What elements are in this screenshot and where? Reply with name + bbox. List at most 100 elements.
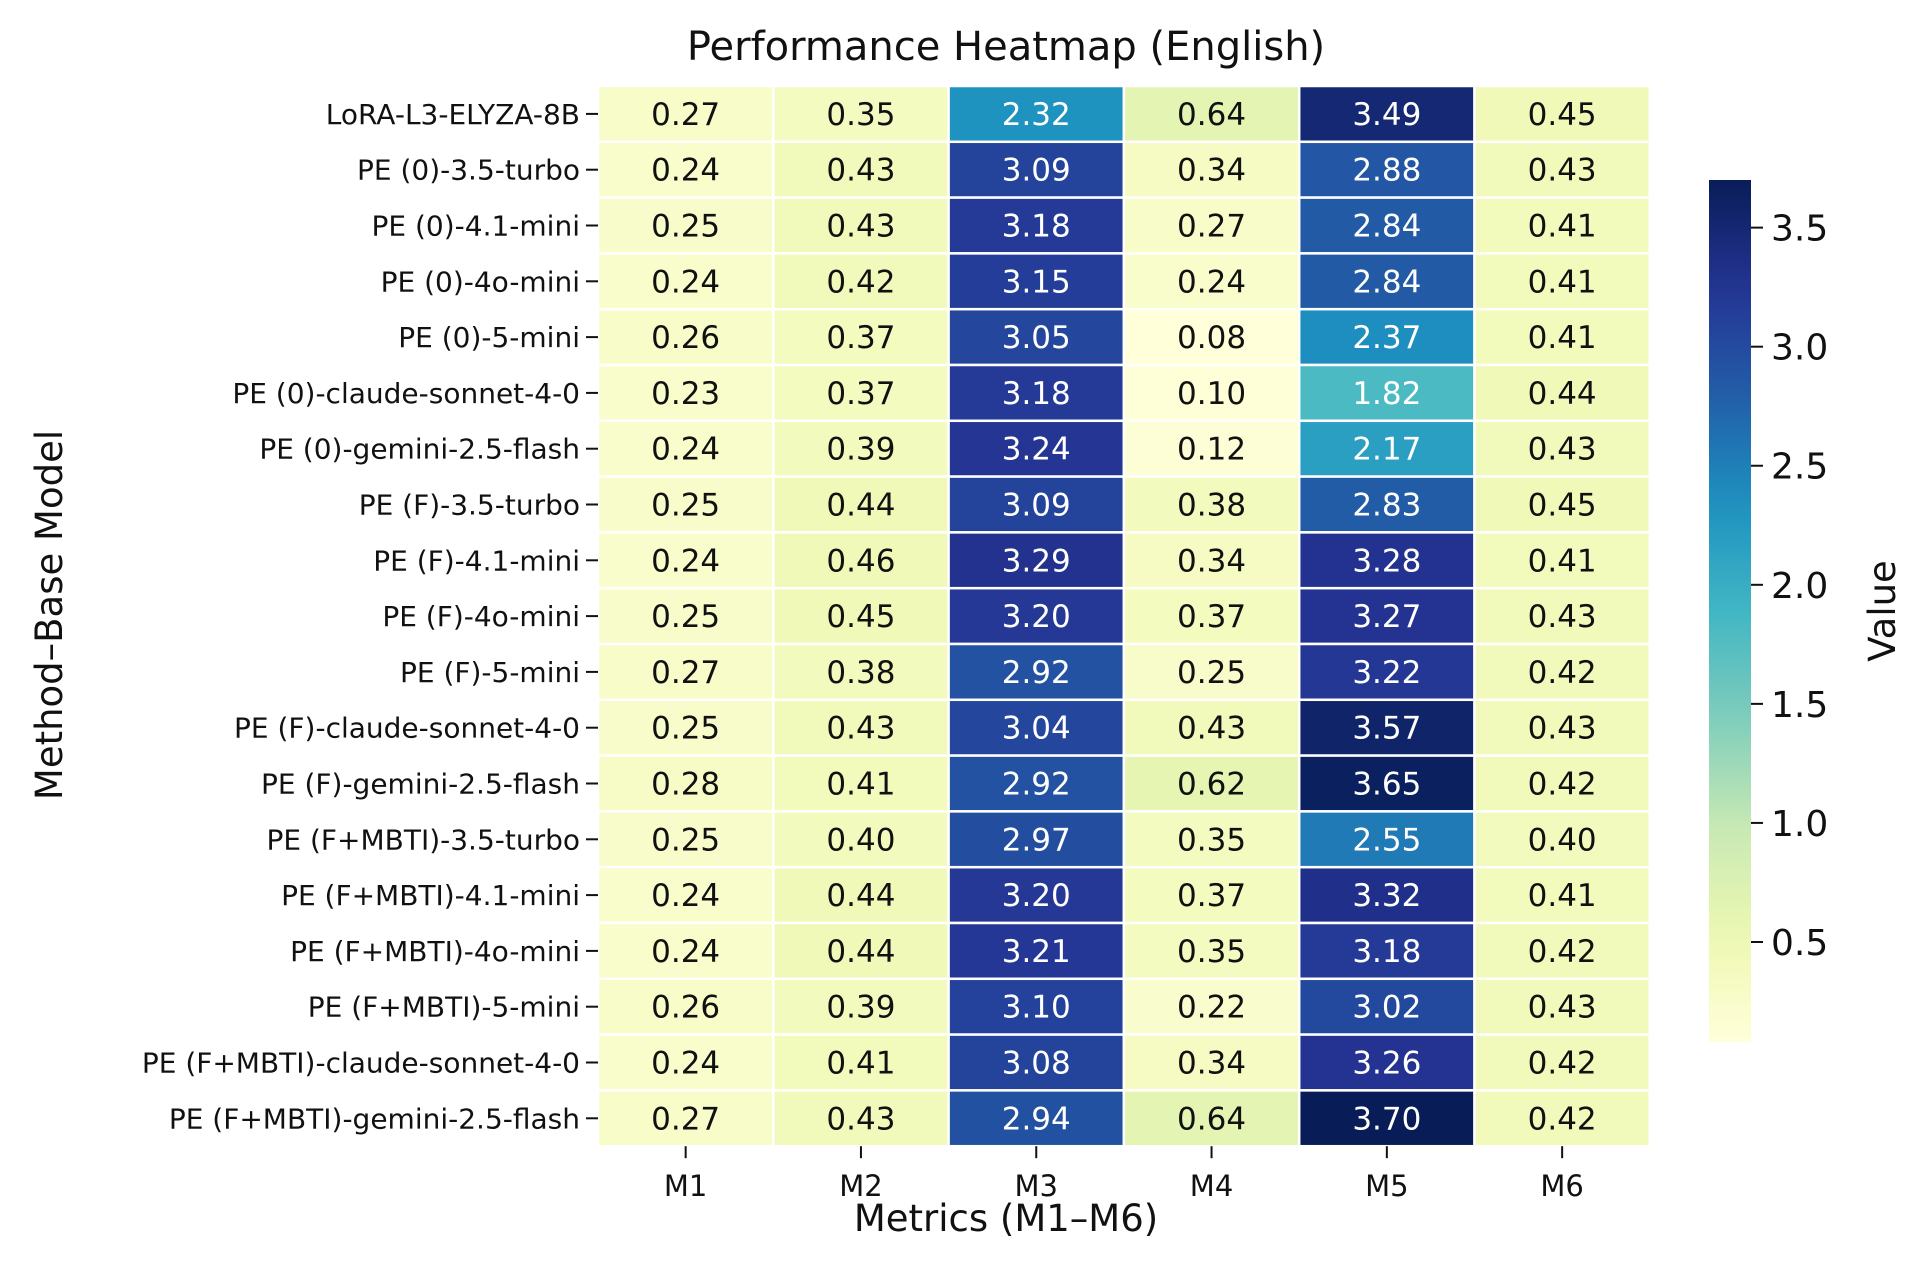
cell-value-label: 0.42 bbox=[1528, 655, 1597, 691]
cell-value-label: 0.43 bbox=[1528, 711, 1597, 747]
heatmap-cell bbox=[596, 810, 775, 869]
heatmap-cell bbox=[1473, 419, 1652, 478]
cell-value-label: 0.10 bbox=[1177, 376, 1246, 412]
row-label: PE (0)-5-mini bbox=[398, 321, 580, 354]
cell-value-label: 0.37 bbox=[826, 376, 895, 412]
heatmap-cell bbox=[772, 977, 950, 1036]
row-label: PE (F+MBTI)-3.5-turbo bbox=[267, 823, 581, 856]
cell-value-label: 0.43 bbox=[1528, 990, 1597, 1026]
cell-value-label: 1.82 bbox=[1352, 376, 1421, 412]
heatmap-cell bbox=[1122, 196, 1301, 255]
heatmap-cell bbox=[947, 810, 1126, 869]
heatmap-cell bbox=[947, 531, 1126, 590]
row-label: PE (F+MBTI)-5-mini bbox=[308, 991, 580, 1024]
cell-value-label: 0.24 bbox=[651, 934, 720, 970]
heatmap-cell bbox=[1122, 865, 1301, 925]
column-label: M1 bbox=[664, 1169, 707, 1203]
heatmap-cell bbox=[1473, 1033, 1652, 1092]
cell-value-label: 0.27 bbox=[1177, 209, 1246, 245]
cell-value-label: 0.28 bbox=[651, 767, 720, 803]
cell-value-label: 0.24 bbox=[651, 1046, 720, 1082]
heatmap-cell bbox=[772, 196, 950, 255]
colorbar: 0.5 1.0 1.5 2.0 2.5 3.0 3.5 Value bbox=[1709, 180, 1904, 1042]
cell-value-label: 0.41 bbox=[1528, 264, 1597, 300]
cell-value-label: 0.42 bbox=[826, 264, 895, 300]
cell-value-label: 3.20 bbox=[1002, 599, 1071, 635]
column-label: M4 bbox=[1190, 1169, 1233, 1203]
heatmap-cell bbox=[1122, 140, 1301, 199]
cell-value-label: 2.84 bbox=[1352, 264, 1421, 300]
cell-value-label: 2.92 bbox=[1002, 767, 1071, 803]
heatmap-cell bbox=[772, 252, 950, 311]
heatmap-cell bbox=[596, 642, 775, 702]
cell-value-label: 0.44 bbox=[826, 488, 895, 524]
heatmap-cell bbox=[1122, 642, 1301, 702]
heatmap-cell bbox=[1473, 865, 1652, 925]
heatmap-cell bbox=[596, 531, 775, 590]
column-labels: M1 M2 M3 M4 M5 M6 bbox=[664, 1146, 1584, 1203]
heatmap-cell bbox=[772, 1089, 950, 1148]
cell-value-label: 0.41 bbox=[1528, 209, 1597, 245]
cell-value-label: 0.45 bbox=[1528, 488, 1597, 524]
heatmap-cell bbox=[596, 1033, 775, 1092]
cell-value-label: 0.39 bbox=[826, 990, 895, 1026]
cell-value-label: 3.02 bbox=[1352, 990, 1421, 1026]
cell-value-label: 2.37 bbox=[1352, 320, 1421, 356]
heatmap-cell bbox=[947, 475, 1126, 534]
cell-value-label: 0.25 bbox=[651, 822, 720, 858]
cell-value-label: 0.35 bbox=[1177, 934, 1246, 970]
row-label: LoRA-L3-ELYZA-8B bbox=[326, 98, 580, 131]
heatmap-cell bbox=[1122, 810, 1301, 869]
cell-value-label: 2.32 bbox=[1002, 97, 1071, 133]
cell-value-label: 0.27 bbox=[651, 97, 720, 133]
row-label: PE (F)-gemini-2.5-flash bbox=[261, 768, 580, 801]
column-label: M3 bbox=[1015, 1169, 1058, 1203]
cell-value-label: 0.38 bbox=[1177, 488, 1246, 524]
cell-value-label: 0.64 bbox=[1177, 97, 1246, 133]
heatmap-cell bbox=[947, 252, 1126, 311]
cell-value-label: 0.43 bbox=[1528, 432, 1597, 468]
heatmap-cell bbox=[1122, 754, 1301, 813]
cell-value-label: 0.44 bbox=[826, 934, 895, 970]
cell-value-label: 0.41 bbox=[826, 767, 895, 803]
heatmap-cell bbox=[1122, 1089, 1301, 1148]
cell-value-label: 3.08 bbox=[1002, 1046, 1071, 1082]
heatmap-cell bbox=[1122, 475, 1301, 534]
heatmap-cell bbox=[772, 84, 950, 144]
heatmap-cell bbox=[1473, 140, 1652, 199]
cell-value-label: 0.40 bbox=[826, 822, 895, 858]
cell-value-label: 0.43 bbox=[826, 153, 895, 189]
column-label: M5 bbox=[1365, 1169, 1408, 1203]
colorbar-tick-label: 3.0 bbox=[1771, 328, 1828, 369]
cell-value-label: 0.35 bbox=[1177, 822, 1246, 858]
heatmap-cell bbox=[947, 307, 1126, 367]
cell-value-label: 0.43 bbox=[1528, 599, 1597, 635]
cell-value-label: 3.24 bbox=[1002, 432, 1071, 468]
cell-value-label: 3.09 bbox=[1002, 153, 1071, 189]
colorbar-tick-label: 2.0 bbox=[1771, 566, 1828, 607]
cell-value-label: 0.27 bbox=[651, 655, 720, 691]
row-label: PE (F)-4.1-mini bbox=[373, 544, 580, 577]
cell-value-label: 0.45 bbox=[826, 599, 895, 635]
cell-value-label: 3.49 bbox=[1352, 97, 1421, 133]
row-label: PE (F)-4o-mini bbox=[382, 600, 580, 633]
cell-value-label: 3.04 bbox=[1002, 711, 1071, 747]
cell-value-label: 0.25 bbox=[651, 209, 720, 245]
cell-value-label: 0.43 bbox=[1528, 153, 1597, 189]
cell-value-label: 0.44 bbox=[1528, 376, 1597, 412]
cell-value-label: 0.23 bbox=[651, 376, 720, 412]
cell-value-label: 0.35 bbox=[826, 97, 895, 133]
row-label: PE (F+MBTI)-gemini-2.5-flash bbox=[169, 1102, 580, 1135]
heatmap-cell bbox=[596, 921, 775, 981]
cell-value-label: 0.24 bbox=[651, 543, 720, 579]
cell-value-label: 0.39 bbox=[826, 432, 895, 468]
heatmap-cell bbox=[947, 698, 1126, 757]
cell-value-label: 0.24 bbox=[651, 432, 720, 468]
y-axis-label: Method–Base Model bbox=[28, 430, 71, 800]
heatmap-cell bbox=[1122, 252, 1301, 311]
heatmap-cell bbox=[1297, 586, 1476, 646]
row-label: PE (F)-5-mini bbox=[400, 656, 580, 689]
heatmap-cell bbox=[1297, 307, 1476, 367]
heatmap-cell bbox=[772, 754, 950, 813]
cell-value-label: 0.44 bbox=[826, 878, 895, 914]
